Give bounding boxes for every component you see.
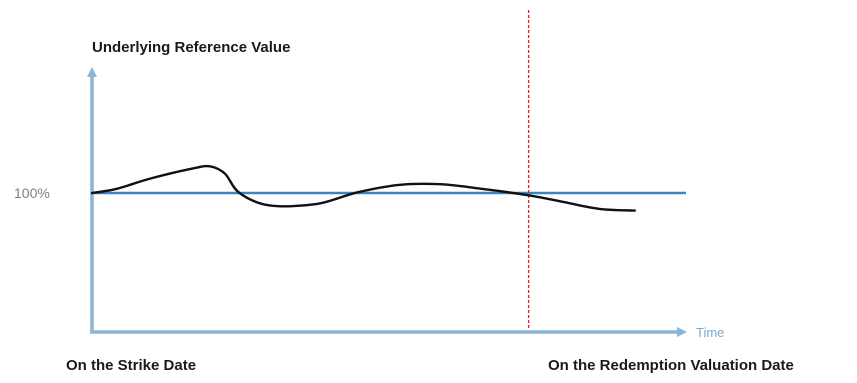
y-axis-label: Underlying Reference Value: [92, 39, 290, 56]
x-axis-label: Time: [696, 325, 724, 340]
strike-date-label: On the Strike Date: [66, 357, 196, 374]
reference-label: 100%: [14, 185, 50, 201]
redemption-date-label: On the Redemption Valuation Date: [548, 357, 794, 374]
underlying-value-line: [90, 164, 636, 212]
